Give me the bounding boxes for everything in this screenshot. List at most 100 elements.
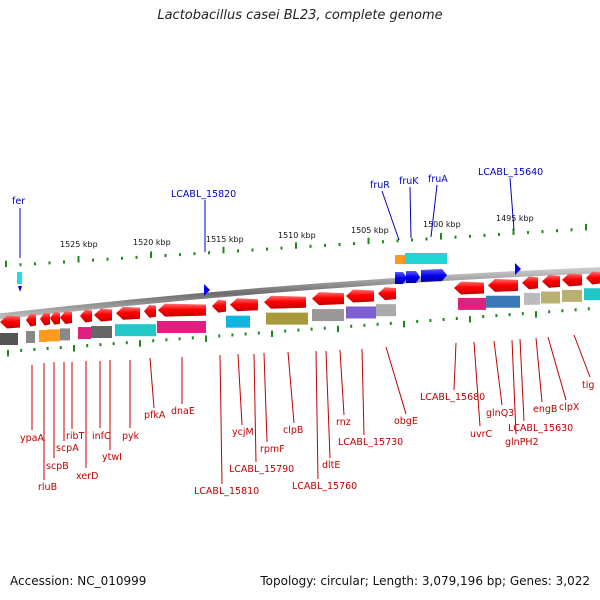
gene-label-ytwi: ytwI <box>102 452 122 463</box>
genome-title: Lactobacillus casei BL23, complete genom… <box>157 8 443 23</box>
gene-label-obge: obgE <box>394 416 418 427</box>
upper-label-fruk: fruK <box>399 176 419 187</box>
gene-label-glnq3: glnQ3 <box>486 408 514 419</box>
cds-arrow <box>230 298 258 312</box>
cds-arrow <box>94 308 112 322</box>
annotation-blocks <box>0 288 600 345</box>
gene-label-rpmf: rpmF <box>260 444 285 455</box>
gene-leader-line <box>287 351 295 424</box>
gene-leader-line <box>253 353 257 463</box>
upper-label-lcabl-15820: LCABL_15820 <box>171 189 236 200</box>
upper-label-frua: fruA <box>428 174 448 185</box>
cds-arrow <box>346 289 374 303</box>
annotation-block <box>524 292 540 305</box>
gene-leader-line <box>339 349 345 416</box>
scale-label: 1500 kbp <box>423 220 461 229</box>
annotation-block <box>226 315 250 328</box>
gene-label-ribt: ribT <box>66 431 85 442</box>
annotation-block <box>26 331 35 344</box>
gene-label-scpb: scpB <box>46 461 69 472</box>
annotation-block <box>78 327 91 340</box>
cds-arrow <box>488 278 518 292</box>
gene-label-ycjm: ycjM <box>232 427 254 438</box>
gene-leader-line <box>149 357 155 409</box>
gene-leader-line <box>219 354 223 485</box>
cds-arrow <box>0 315 20 329</box>
annotation-block <box>562 289 582 302</box>
cds-arrow <box>116 306 140 320</box>
annotation-block <box>157 320 206 333</box>
feature-marker <box>515 263 521 275</box>
cds-arrow <box>40 312 50 326</box>
gene-label-lcabl-15730: LCABL_15730 <box>338 437 403 448</box>
scale-label: 1505 kbp <box>351 226 389 235</box>
gene-leader-line <box>535 337 543 403</box>
gene-label-tig: tig <box>582 380 594 391</box>
cds-arrow <box>158 303 206 317</box>
feature-marker <box>204 284 210 296</box>
upper-scale <box>5 223 587 268</box>
genome-backbone <box>0 267 600 320</box>
genome-summary-text: Topology: circular; Length: 3,079,196 bp… <box>260 574 590 588</box>
upper-label-fer: fer <box>12 196 25 207</box>
gene-label-lcabl-15790: LCABL_15790 <box>229 464 294 475</box>
gene-leader-line <box>519 338 525 422</box>
upper-label-lcabl-15640: LCABL_15640 <box>478 167 543 178</box>
scale-label: 1525 kbp <box>60 240 98 249</box>
annotation-block <box>0 333 18 345</box>
gene-leader-line <box>237 353 243 426</box>
gene-leader-line <box>473 341 481 427</box>
lower-scale <box>7 307 590 357</box>
gene-label-ypaa: ypaA <box>20 433 44 444</box>
annotation-block <box>346 306 376 319</box>
annotation-block <box>47 329 60 342</box>
gene-label-rlub: rluB <box>38 482 57 493</box>
annotation-block <box>458 297 486 310</box>
cds-arrow <box>586 271 600 285</box>
annotation-block <box>115 324 156 337</box>
gene-label-lcabl-15680: LCABL_15680 <box>420 392 485 403</box>
gene-leader-line <box>263 352 268 443</box>
gene-leader-line <box>453 342 457 391</box>
cds-arrow <box>542 274 560 288</box>
cds-arrow <box>212 299 226 313</box>
gene-leader-line <box>385 346 407 415</box>
annotation-block <box>584 288 600 301</box>
cds-arrow <box>378 287 396 301</box>
annotation-block <box>312 309 344 322</box>
gene-label-glnph2: glnPH2 <box>505 437 539 448</box>
gene-label-infc: infC <box>92 431 111 442</box>
cds-arrow <box>144 304 156 318</box>
cds-arrow <box>312 292 344 306</box>
gene-label-engb: engB <box>533 404 557 415</box>
cds-arrow <box>562 273 582 287</box>
scale-label: 1515 kbp <box>206 235 244 244</box>
gene-leader-line <box>361 348 365 436</box>
gene-label-rnz: rnz <box>336 417 351 428</box>
gene-label-clpx: clpX <box>559 402 580 413</box>
gene-label-clpb: clpB <box>283 425 303 436</box>
cds-arrow <box>80 309 92 323</box>
scale-label: 1520 kbp <box>133 238 171 247</box>
scale-label: 1510 kbp <box>278 231 316 240</box>
gene-label-lcabl-15810: LCABL_15810 <box>194 486 259 497</box>
gene-leader-line <box>325 350 331 459</box>
cds-arrow <box>454 281 484 295</box>
annotation-block <box>60 328 70 341</box>
lower-cds-arrows <box>0 271 600 329</box>
annotation-block <box>91 326 112 339</box>
cds-arrow <box>50 311 60 325</box>
gene-label-xerd: xerD <box>76 471 98 482</box>
annotation-block <box>486 295 520 308</box>
gene-label-dnae: dnaE <box>171 406 195 417</box>
accession-text: Accession: NC_010999 <box>10 574 147 588</box>
gene-leader-line <box>547 336 567 401</box>
scale-label: 1495 kbp <box>496 214 534 223</box>
annotation-block <box>376 304 396 317</box>
annotation-block <box>541 291 560 304</box>
gene-leader-line <box>315 350 319 480</box>
cds-arrow <box>264 295 306 309</box>
upper-strand-features <box>17 253 447 284</box>
annotation-block <box>39 330 47 343</box>
